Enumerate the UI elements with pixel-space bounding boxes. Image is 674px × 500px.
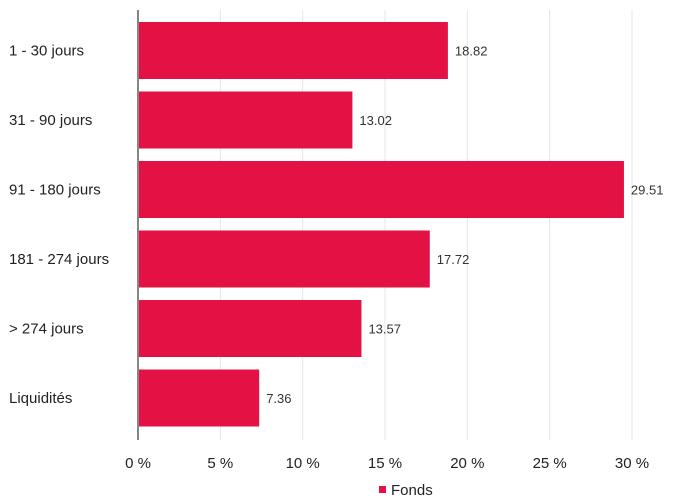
x-tick-label-0: 0 % — [125, 455, 151, 472]
data-labels: 18.82 13.02 29.51 17.72 13.57 7.36 — [266, 44, 663, 407]
bars — [139, 22, 624, 427]
x-axis-tick-labels: 0 % 5 % 10 % 15 % 20 % 25 % 30 % — [125, 455, 649, 472]
bar-1 — [139, 91, 353, 149]
data-label-4: 13.57 — [368, 322, 401, 337]
category-labels: 1 - 30 jours 31 - 90 jours 91 - 180 jours 1… — [9, 43, 109, 408]
category-label-0: 1 - 30 jours — [9, 43, 84, 60]
bar-5 — [139, 369, 260, 427]
bar-3 — [139, 230, 430, 288]
data-label-1: 13.02 — [359, 113, 392, 128]
category-label-1: 31 - 90 jours — [9, 112, 92, 129]
x-tick-label-3: 15 % — [368, 455, 402, 472]
grid-lines — [219, 10, 633, 440]
data-label-0: 18.82 — [455, 44, 488, 59]
x-tick-label-4: 20 % — [450, 455, 484, 472]
category-label-5: Liquidités — [9, 390, 72, 407]
bar-0 — [139, 22, 448, 79]
category-label-4: > 274 jours — [9, 321, 84, 338]
category-label-3: 181 - 274 jours — [9, 251, 109, 268]
bar-4 — [139, 300, 362, 357]
legend-label-fonds: Fonds — [391, 482, 433, 499]
data-label-3: 17.72 — [437, 252, 470, 267]
x-tick-label-6: 30 % — [615, 455, 649, 472]
bar-2 — [139, 161, 624, 218]
category-label-2: 91 - 180 jours — [9, 182, 101, 199]
legend: Fonds — [379, 482, 433, 499]
x-tick-label-2: 10 % — [286, 455, 320, 472]
x-tick-label-1: 5 % — [207, 455, 233, 472]
legend-swatch-fonds — [379, 486, 386, 493]
x-tick-label-5: 25 % — [533, 455, 567, 472]
data-label-5: 7.36 — [266, 391, 291, 406]
data-label-2: 29.51 — [631, 183, 664, 198]
